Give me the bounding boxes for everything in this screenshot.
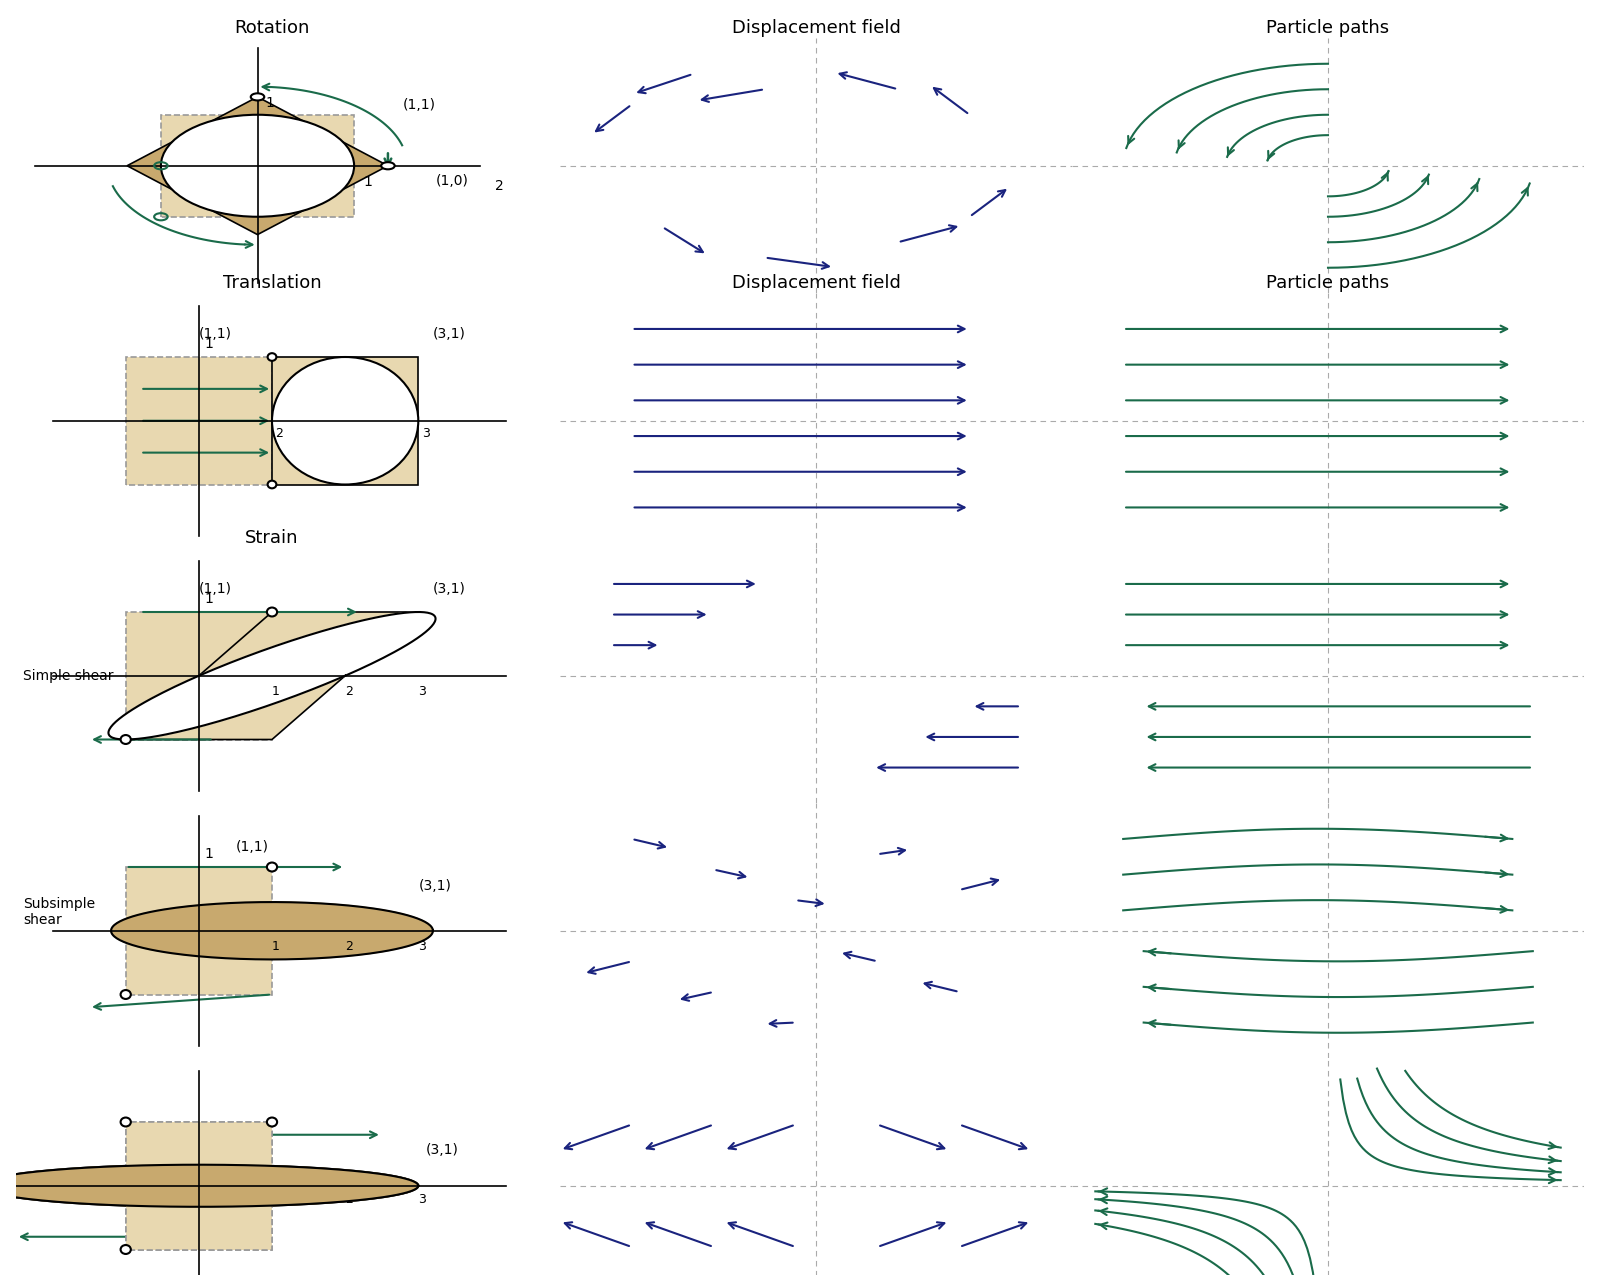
Text: 2: 2 xyxy=(346,686,352,699)
Title: Displacement field: Displacement field xyxy=(731,19,901,37)
Polygon shape xyxy=(126,357,272,484)
Polygon shape xyxy=(0,1165,418,1206)
Circle shape xyxy=(267,353,277,361)
Circle shape xyxy=(267,863,277,872)
Polygon shape xyxy=(162,115,354,217)
Text: 1: 1 xyxy=(205,847,213,861)
Text: 1: 1 xyxy=(205,592,213,606)
Circle shape xyxy=(120,1117,131,1127)
Polygon shape xyxy=(0,1165,418,1206)
Title: Strain: Strain xyxy=(245,529,299,547)
Text: 1: 1 xyxy=(272,941,280,954)
Text: (3,1): (3,1) xyxy=(434,328,466,342)
Polygon shape xyxy=(126,612,418,740)
Text: (1,1): (1,1) xyxy=(235,1137,269,1150)
Circle shape xyxy=(162,115,354,217)
Circle shape xyxy=(267,608,277,617)
Text: (1,1): (1,1) xyxy=(198,328,232,342)
Text: (1,1): (1,1) xyxy=(403,98,435,111)
Circle shape xyxy=(120,989,131,1000)
Text: 2: 2 xyxy=(494,179,504,193)
Text: 1: 1 xyxy=(266,96,274,110)
Text: 1: 1 xyxy=(272,1193,280,1206)
Polygon shape xyxy=(126,97,387,235)
Text: 1: 1 xyxy=(272,686,280,699)
Text: 2: 2 xyxy=(346,941,352,954)
Text: Simple shear: Simple shear xyxy=(24,669,114,682)
Text: 1: 1 xyxy=(363,175,373,189)
Text: Pure shear: Pure shear xyxy=(24,1179,98,1192)
Text: (1,0): (1,0) xyxy=(437,175,469,187)
Circle shape xyxy=(120,1244,131,1255)
Text: 3: 3 xyxy=(418,1193,426,1206)
Polygon shape xyxy=(110,903,434,959)
Text: (1,1): (1,1) xyxy=(198,583,232,597)
Title: Displacement field: Displacement field xyxy=(731,274,901,292)
Polygon shape xyxy=(126,612,272,740)
Polygon shape xyxy=(126,1122,272,1250)
Polygon shape xyxy=(272,357,418,484)
Text: (1,1): (1,1) xyxy=(235,840,269,854)
Circle shape xyxy=(251,93,264,101)
Circle shape xyxy=(272,357,418,484)
Text: 2: 2 xyxy=(346,1193,352,1206)
Title: Translation: Translation xyxy=(222,274,322,292)
Polygon shape xyxy=(126,1122,272,1250)
Text: (3,1): (3,1) xyxy=(418,878,451,892)
Title: Particle paths: Particle paths xyxy=(1267,19,1389,37)
Text: 3: 3 xyxy=(418,941,426,954)
Polygon shape xyxy=(109,612,435,740)
Text: 2: 2 xyxy=(275,427,283,440)
Circle shape xyxy=(120,736,131,745)
Circle shape xyxy=(381,162,395,170)
Text: Subsimple
shear: Subsimple shear xyxy=(24,896,96,927)
Text: (3,1): (3,1) xyxy=(426,1144,459,1158)
Text: 1: 1 xyxy=(205,337,213,351)
Circle shape xyxy=(267,481,277,488)
Polygon shape xyxy=(126,867,272,995)
Title: Rotation: Rotation xyxy=(234,19,310,37)
Text: (3,1): (3,1) xyxy=(434,583,466,597)
Title: Particle paths: Particle paths xyxy=(1267,274,1389,292)
Text: 3: 3 xyxy=(418,686,426,699)
Text: 1: 1 xyxy=(205,1144,213,1158)
Circle shape xyxy=(267,1117,277,1127)
Text: 3: 3 xyxy=(422,427,429,440)
